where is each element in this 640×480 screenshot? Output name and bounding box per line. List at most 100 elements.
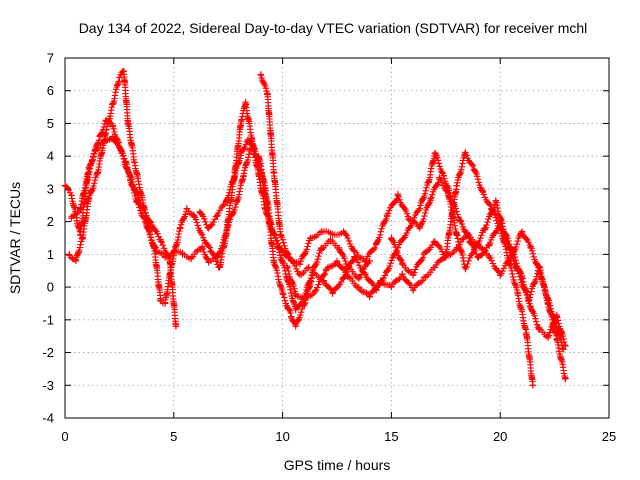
data-point bbox=[470, 166, 478, 173]
data-point bbox=[157, 296, 164, 304]
data-point bbox=[405, 215, 413, 222]
axis-ticks bbox=[64, 57, 610, 419]
data-point bbox=[92, 146, 99, 153]
y-tick-label: -3 bbox=[42, 378, 54, 393]
data-point bbox=[536, 267, 543, 274]
data-point bbox=[464, 231, 471, 238]
data-point bbox=[562, 375, 569, 382]
series-track-7 bbox=[388, 228, 567, 353]
data-point bbox=[427, 195, 434, 202]
data-point bbox=[514, 267, 521, 274]
data-point bbox=[488, 205, 495, 212]
data-point bbox=[68, 192, 75, 199]
data-point bbox=[190, 211, 197, 219]
data-point bbox=[475, 254, 482, 261]
data-point bbox=[514, 290, 521, 297]
data-point bbox=[420, 251, 428, 258]
series-track-4 bbox=[196, 136, 569, 350]
data-point bbox=[344, 274, 352, 281]
data-point bbox=[131, 159, 138, 166]
data-point bbox=[177, 224, 184, 232]
y-tick-label: 5 bbox=[47, 116, 54, 131]
data-point bbox=[329, 231, 336, 238]
data-point bbox=[457, 218, 465, 225]
data-point bbox=[279, 290, 286, 297]
data-point bbox=[329, 290, 336, 297]
data-point bbox=[207, 247, 214, 255]
data-point bbox=[307, 234, 315, 242]
data-point bbox=[544, 332, 552, 340]
data-point bbox=[257, 166, 265, 173]
y-tick-label: -1 bbox=[42, 312, 54, 327]
data-point bbox=[100, 139, 108, 147]
data-point bbox=[172, 323, 180, 330]
data-point bbox=[183, 205, 191, 212]
data-point bbox=[103, 126, 110, 134]
data-point bbox=[340, 228, 347, 235]
y-tick-label: 2 bbox=[47, 214, 54, 229]
data-point bbox=[383, 267, 391, 274]
data-point bbox=[486, 241, 493, 248]
x-tick-label: 10 bbox=[275, 429, 289, 444]
x-tick-label: 0 bbox=[61, 429, 68, 444]
data-point bbox=[216, 264, 223, 271]
data-point bbox=[405, 224, 413, 232]
x-tick-label: 5 bbox=[170, 429, 177, 444]
data-point bbox=[68, 215, 75, 222]
data-point bbox=[527, 303, 534, 310]
data-point bbox=[296, 270, 304, 278]
plot-frame bbox=[64, 57, 610, 419]
data-point bbox=[481, 224, 489, 232]
data-point bbox=[283, 264, 291, 271]
data-point bbox=[66, 251, 73, 258]
data-point bbox=[270, 257, 278, 265]
x-tick-label: 25 bbox=[602, 429, 616, 444]
data-point bbox=[142, 218, 149, 225]
data-point bbox=[320, 277, 328, 284]
data-point bbox=[270, 169, 278, 176]
series-track-6 bbox=[283, 149, 537, 389]
data-point bbox=[351, 247, 358, 255]
data-point bbox=[120, 67, 127, 75]
data-point bbox=[442, 254, 449, 261]
data-point bbox=[225, 221, 232, 229]
data-point bbox=[553, 323, 560, 330]
data-point bbox=[409, 287, 417, 294]
data-point bbox=[431, 149, 439, 157]
data-point bbox=[161, 254, 169, 261]
y-tick-label: 3 bbox=[47, 181, 54, 196]
data-point bbox=[168, 260, 175, 268]
data-point bbox=[205, 257, 212, 265]
data-point bbox=[479, 188, 486, 196]
data-point bbox=[388, 234, 395, 242]
data-point bbox=[179, 251, 186, 258]
data-point bbox=[470, 247, 478, 255]
data-point bbox=[244, 136, 251, 144]
series-markers bbox=[196, 138, 569, 350]
y-tick-labels: -4 -3 -2 -1 0 1 2 3 4 5 6 7 bbox=[42, 51, 54, 426]
data-point bbox=[85, 195, 93, 202]
chart-title: Day 134 of 2022, Sidereal Day-to-day VTE… bbox=[79, 20, 588, 36]
data-point bbox=[497, 224, 504, 232]
data-point bbox=[462, 149, 469, 157]
data-point bbox=[140, 202, 147, 209]
data-point bbox=[301, 296, 308, 304]
data-point bbox=[285, 254, 293, 261]
y-axis-label: SDTVAR / TECUs bbox=[7, 182, 23, 294]
data-point bbox=[440, 172, 447, 180]
data-point bbox=[251, 146, 258, 153]
data-point bbox=[109, 100, 117, 108]
data-point bbox=[309, 270, 317, 278]
data-point bbox=[222, 198, 230, 206]
data-point bbox=[355, 274, 362, 281]
data-point bbox=[275, 244, 282, 252]
data-point bbox=[133, 198, 141, 206]
data-point bbox=[492, 198, 500, 206]
data-point bbox=[296, 260, 304, 268]
data-point bbox=[527, 244, 534, 252]
x-tick-labels: 0 5 10 15 20 25 bbox=[61, 429, 616, 444]
data-point bbox=[318, 228, 325, 235]
data-point bbox=[238, 116, 245, 124]
y-tick-label: 0 bbox=[47, 280, 54, 295]
